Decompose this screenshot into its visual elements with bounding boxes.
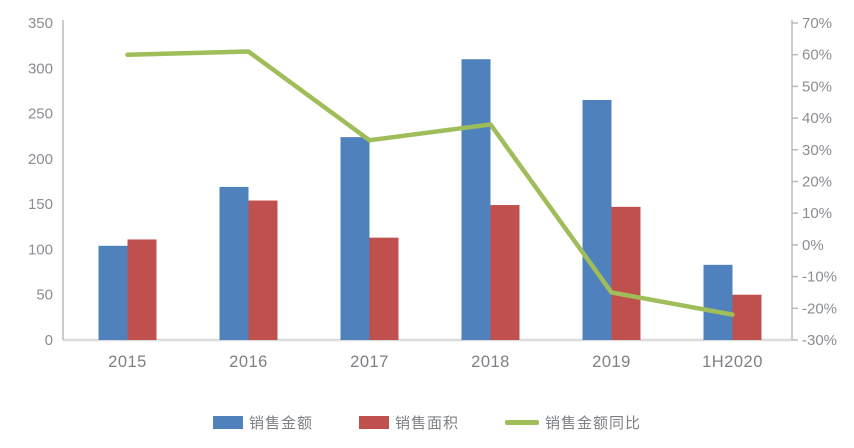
line-sales-amount-yoy bbox=[125, 49, 735, 317]
bar-sales-area-2019 bbox=[611, 206, 641, 340]
right-axis-tick-label: 50% bbox=[802, 78, 832, 95]
right-axis-tick-label: -30% bbox=[802, 332, 837, 349]
bar-sales-amount-2017 bbox=[340, 137, 370, 340]
legend-item-sales-amount: 销售金额 bbox=[212, 412, 313, 433]
left-axis-tick-label: 300 bbox=[28, 60, 53, 77]
legend-item-sales-amount-yoy: 销售金额同比 bbox=[505, 412, 641, 433]
bar-sales-area-2016 bbox=[248, 200, 278, 340]
legend-swatch-sales-amount-yoy bbox=[505, 420, 539, 425]
x-axis-category-label: 2019 bbox=[592, 353, 631, 371]
legend-label-sales-amount-yoy: 销售金额同比 bbox=[545, 415, 642, 432]
chart-canvas: 0 50 100 150 200 250 300 350 -30% -20% -10% 0% 10% 20… bbox=[28, 15, 837, 371]
bar-sales-amount-2019 bbox=[582, 99, 612, 340]
bar-sales-amount-2015 bbox=[98, 245, 128, 340]
left-axis-tick-label: 200 bbox=[28, 151, 53, 168]
right-axis-tick-label: 60% bbox=[802, 47, 832, 64]
x-axis-category-label: 1H2020 bbox=[702, 353, 763, 371]
right-axis-tick-label: -10% bbox=[802, 269, 837, 286]
bar-sales-amount-2018 bbox=[461, 59, 491, 340]
left-axis-tick-label: 0 bbox=[45, 332, 53, 349]
x-axis-category-label: 2016 bbox=[229, 353, 268, 371]
bar-sales-area-1H2020 bbox=[732, 294, 762, 340]
x-axis-category-label: 2018 bbox=[471, 353, 510, 371]
left-axis-tick-label: 150 bbox=[28, 196, 53, 213]
bar-sales-area-2018 bbox=[490, 205, 520, 340]
legend-swatch-sales-area bbox=[358, 416, 389, 429]
x-axis-category-label: 2015 bbox=[108, 353, 147, 371]
left-axis-tick-label: 250 bbox=[28, 106, 53, 123]
left-axis-tick-label: 350 bbox=[28, 15, 53, 32]
legend-label-sales-area: 销售面积 bbox=[394, 415, 459, 432]
right-axis-tick-label: 0% bbox=[802, 237, 824, 254]
right-axis-tick-label: 30% bbox=[802, 142, 832, 159]
bar-sales-area-2017 bbox=[369, 237, 399, 340]
right-axis-tick-label: 20% bbox=[802, 174, 832, 191]
bar-sales-area-2015 bbox=[127, 239, 157, 340]
legend-swatch-sales-amount bbox=[212, 416, 243, 429]
legend: 销售金额 销售面积 销售金额同比 bbox=[0, 412, 854, 433]
bar-sales-amount-2016 bbox=[219, 186, 249, 340]
bar-sales-amount-1H2020 bbox=[703, 264, 733, 340]
legend-label-sales-amount: 销售金额 bbox=[248, 415, 313, 432]
right-axis-tick-label: 70% bbox=[802, 15, 832, 32]
left-axis-tick-label: 50 bbox=[36, 287, 53, 304]
right-axis-tick-label: 40% bbox=[802, 110, 832, 127]
x-axis-category-label: 2017 bbox=[350, 353, 389, 371]
left-axis-tick-label: 100 bbox=[28, 241, 53, 258]
right-axis-tick-label: -20% bbox=[802, 300, 837, 317]
legend-item-sales-area: 销售面积 bbox=[358, 412, 459, 433]
right-axis-tick-label: 10% bbox=[802, 205, 832, 222]
